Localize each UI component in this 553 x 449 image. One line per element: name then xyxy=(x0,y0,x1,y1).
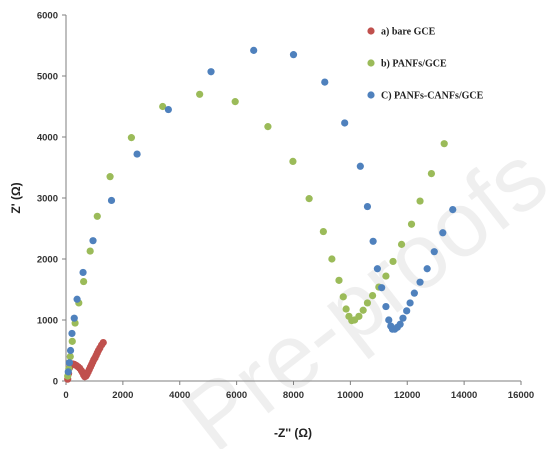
legend-item: C) PANFs-CANFs/GCE xyxy=(367,91,484,102)
data-point xyxy=(319,227,327,236)
data-point xyxy=(396,320,404,328)
data-point xyxy=(369,237,377,245)
data-point xyxy=(423,265,431,273)
legend: a) bare GCE b) PANFs/GCE C) PANFs-CANFs/GC… xyxy=(367,27,484,102)
data-point xyxy=(164,105,172,114)
data-point xyxy=(407,220,416,228)
data-point xyxy=(355,312,363,320)
data-point xyxy=(79,268,87,277)
legend-item: a) bare GCE xyxy=(367,27,436,38)
data-point xyxy=(328,255,336,263)
data-point xyxy=(65,359,74,367)
data-point xyxy=(427,170,436,178)
legend-marker xyxy=(367,59,375,67)
data-point xyxy=(66,353,74,361)
y-tick-label: 5000 xyxy=(37,72,58,83)
x-tick-label: 12000 xyxy=(394,390,420,401)
x-tick-label: 10000 xyxy=(337,390,363,401)
data-point xyxy=(359,306,367,314)
series-layer xyxy=(64,46,457,383)
data-point xyxy=(321,78,329,86)
data-point xyxy=(264,123,272,131)
data-point xyxy=(382,302,390,311)
legend-label: b) PANFs/GCE xyxy=(381,59,447,70)
data-point xyxy=(342,305,350,313)
x-ticks: 0 2000 4000 6000 8000 10000 12000 14000 16000 xyxy=(63,381,534,401)
data-point xyxy=(373,265,381,273)
data-point xyxy=(196,90,204,98)
data-point xyxy=(339,293,347,301)
legend-marker xyxy=(367,27,375,35)
y-tick-label: 6000 xyxy=(37,11,58,22)
x-tick-label: 14000 xyxy=(451,390,477,401)
data-point xyxy=(403,307,411,315)
data-point xyxy=(305,195,313,203)
data-point xyxy=(89,237,97,245)
data-point xyxy=(430,248,438,256)
data-point xyxy=(66,346,75,355)
data-point xyxy=(73,295,81,303)
data-point xyxy=(368,292,377,300)
data-point xyxy=(439,229,447,237)
y-tick-label: 0 xyxy=(53,377,58,388)
x-tick-label: 0 xyxy=(63,390,68,401)
y-tick-label: 1000 xyxy=(37,316,58,327)
data-point xyxy=(335,276,343,284)
x-tick-label: 8000 xyxy=(283,390,304,401)
data-point xyxy=(68,337,76,345)
x-tick-label: 6000 xyxy=(226,390,247,401)
data-point xyxy=(341,119,349,127)
x-axis-title: -Z'' (Ω) xyxy=(274,426,312,440)
series-3 xyxy=(64,46,457,376)
data-point xyxy=(363,202,372,211)
data-point xyxy=(86,247,94,255)
data-point xyxy=(107,196,116,205)
y-ticks: 0 1000 2000 3000 4000 5000 6000 xyxy=(37,11,66,388)
data-point xyxy=(207,68,215,76)
data-point xyxy=(289,51,298,59)
data-point xyxy=(127,134,136,142)
data-point xyxy=(289,157,297,165)
x-tick-label: 2000 xyxy=(112,390,133,401)
legend-label: a) bare GCE xyxy=(381,27,436,38)
data-point xyxy=(363,299,372,307)
data-point xyxy=(356,162,364,170)
data-point xyxy=(410,289,418,297)
data-point xyxy=(389,257,397,266)
data-point xyxy=(70,314,78,322)
legend-marker xyxy=(367,91,375,99)
data-point xyxy=(385,316,393,324)
data-point xyxy=(64,368,72,376)
data-point xyxy=(397,240,406,248)
legend-label: C) PANFs-CANFs/GCE xyxy=(381,91,484,102)
y-tick-label: 2000 xyxy=(37,255,58,266)
x-tick-label: 4000 xyxy=(169,390,190,401)
data-point xyxy=(159,102,167,111)
legend-item: b) PANFs/GCE xyxy=(367,59,447,70)
y-axis-title: Z' (Ω) xyxy=(9,182,23,213)
x-tick-label: 16000 xyxy=(508,390,534,401)
data-point xyxy=(68,329,76,338)
y-tick-label: 3000 xyxy=(37,194,58,205)
data-point xyxy=(133,150,141,158)
data-point xyxy=(378,284,386,292)
data-point xyxy=(440,140,448,148)
data-point xyxy=(382,272,390,280)
data-point xyxy=(231,98,239,106)
data-point xyxy=(416,197,424,205)
data-point xyxy=(399,314,407,322)
data-point xyxy=(416,278,424,286)
data-point xyxy=(406,299,414,307)
data-point xyxy=(93,212,101,220)
data-point xyxy=(250,46,258,54)
data-point xyxy=(106,173,114,181)
data-point xyxy=(449,205,457,214)
data-point xyxy=(99,338,107,347)
y-tick-label: 4000 xyxy=(37,133,58,144)
data-point xyxy=(80,277,88,286)
